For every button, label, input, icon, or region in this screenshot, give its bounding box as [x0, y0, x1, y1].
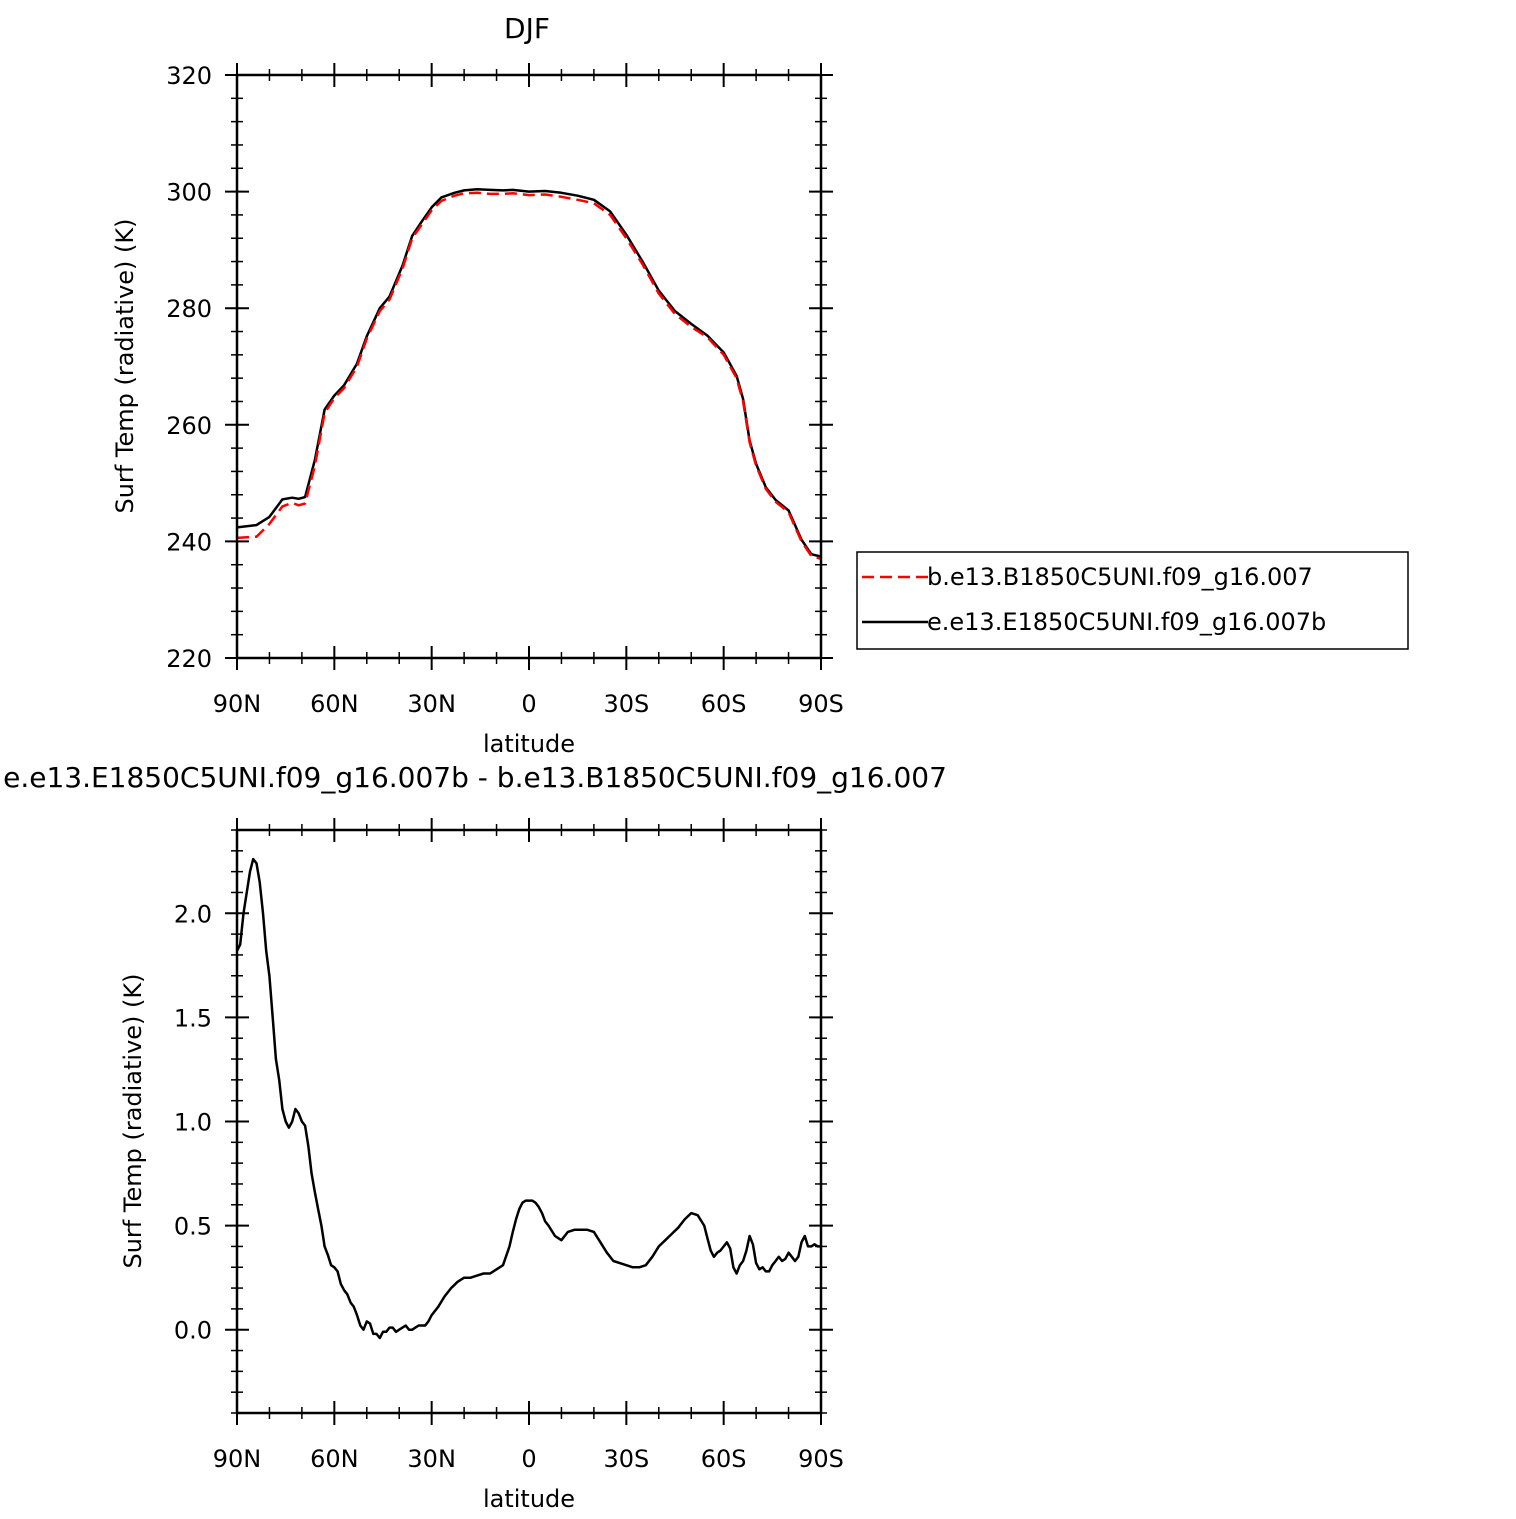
bottom-x-tick-labels: 90N 60N 30N 0 30S 60S 90S [213, 1445, 844, 1473]
top-xtick-label-3: 0 [521, 690, 536, 718]
top-x-tick-labels: 90N 60N 30N 0 30S 60S 90S [213, 690, 844, 718]
top-ytick-label-0: 220 [166, 645, 212, 673]
top-ytick-label-4: 300 [166, 179, 212, 207]
bot-ytick-label-4: 2.0 [174, 900, 212, 928]
bottom-chart-title: e.e13.E1850C5UNI.f09_g16.007b - b.e13.B1… [3, 761, 947, 794]
bot-xtick-label-5: 60S [701, 1445, 747, 1473]
bottom-panel: e.e13.E1850C5UNI.f09_g16.007b - b.e13.B1… [3, 761, 947, 1513]
top-plot-frame [235, 73, 823, 660]
bot-xtick-label-4: 30S [603, 1445, 649, 1473]
bottom-series-group [235, 857, 821, 1340]
top-series-line-2 [236, 188, 822, 558]
top-x-axis-label: latitude [483, 730, 575, 758]
top-xtick-label-6: 90S [798, 690, 844, 718]
top-ytick-label-1: 240 [166, 528, 212, 556]
legend-frame [856, 551, 1409, 650]
top-xtick-label-4: 30S [603, 690, 649, 718]
top-series-line-1 [236, 191, 822, 561]
top-ytick-label-3: 280 [166, 295, 212, 323]
legend: b.e13.B1850C5UNI.f09_g16.007 e.e13.E1850… [856, 551, 1409, 650]
top-ytick-label-5: 320 [166, 62, 212, 90]
bot-ytick-label-1: 0.5 [174, 1213, 212, 1241]
bot-xtick-label-0: 90N [213, 1445, 262, 1473]
top-chart-title: DJF [504, 12, 550, 45]
top-xtick-label-2: 30N [407, 690, 456, 718]
top-xtick-label-0: 90N [213, 690, 262, 718]
top-ticks-group [225, 63, 833, 670]
bot-xtick-label-2: 30N [407, 1445, 456, 1473]
top-y-axis-label: Surf Temp (radiative) (K) [111, 218, 139, 513]
legend-label-series-1: b.e13.B1850C5UNI.f09_g16.007 [927, 563, 1313, 591]
bot-ytick-label-0: 0.0 [174, 1317, 212, 1345]
top-series-group [236, 188, 822, 561]
bottom-y-tick-labels: 0.0 0.5 1.0 1.5 2.0 [174, 900, 212, 1344]
bottom-x-axis-label: latitude [483, 1485, 575, 1513]
bottom-ticks-group [225, 818, 833, 1425]
bot-xtick-label-3: 0 [521, 1445, 536, 1473]
top-xtick-label-1: 60N [310, 690, 359, 718]
legend-label-series-2: e.e13.E1850C5UNI.f09_g16.007b [927, 608, 1326, 636]
top-ytick-label-2: 260 [166, 412, 212, 440]
bot-xtick-label-6: 90S [798, 1445, 844, 1473]
bot-ytick-label-2: 1.0 [174, 1109, 212, 1137]
top-xtick-label-5: 60S [701, 690, 747, 718]
bot-ytick-label-3: 1.5 [174, 1004, 212, 1032]
bottom-plot-frame [235, 828, 823, 1415]
bot-series-line-1 [235, 857, 821, 1340]
bottom-y-axis-label: Surf Temp (radiative) (K) [119, 973, 147, 1268]
top-y-tick-labels: 220 240 260 280 300 320 [166, 62, 212, 673]
bot-xtick-label-1: 60N [310, 1445, 359, 1473]
